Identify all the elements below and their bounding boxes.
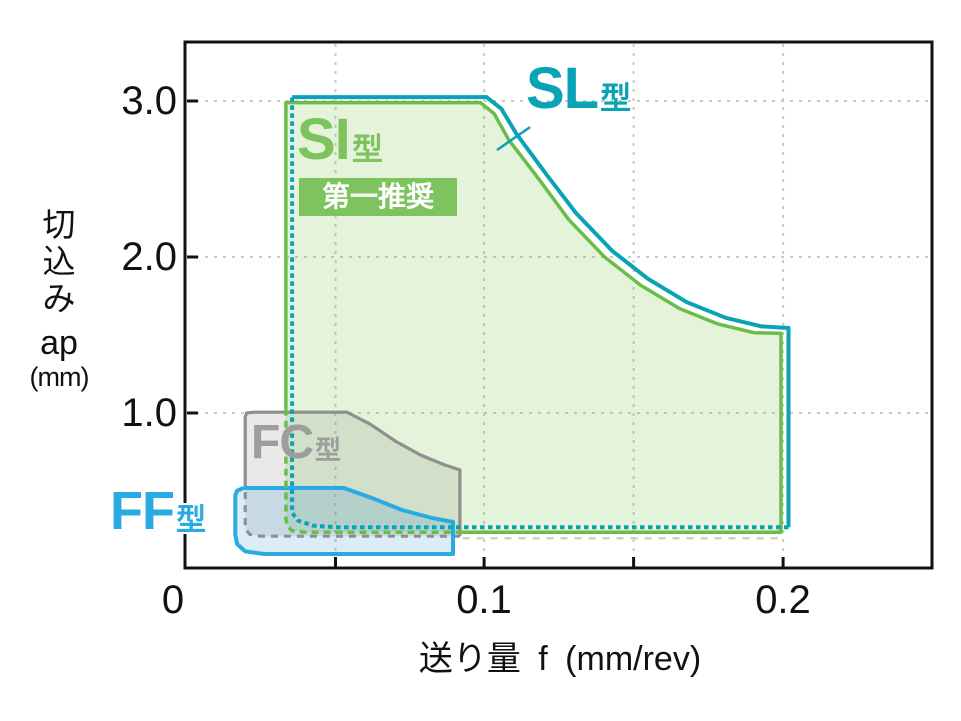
x-tick-label-0: 0 — [161, 578, 185, 622]
si-label-text: SI — [297, 107, 351, 172]
region-sl-border-dashed — [290, 97, 789, 530]
region-fc-border-solid — [243, 410, 462, 537]
y-tick-label-1: 1.0 — [121, 391, 177, 435]
sl-callout-line — [496, 126, 531, 152]
y-tick-label-2: 2.0 — [121, 235, 177, 279]
region-label-si: SI 型 — [297, 107, 383, 172]
y-axis-title: 切 込 み ap (mm) — [18, 206, 100, 392]
ff-label-text: FF — [110, 481, 175, 541]
first-recommendation-badge: 第一推奨 — [299, 178, 457, 216]
region-ff-border-solid — [233, 486, 455, 556]
x-tick-label-0-1: 0.1 — [456, 578, 512, 622]
ff-label-suffix: 型 — [175, 504, 206, 538]
sl-label-text: SL — [526, 56, 599, 121]
x-axis-title: 送り量 f (mm/rev) — [418, 640, 702, 678]
si-label-suffix: 型 — [351, 131, 383, 167]
y-tick-label-3: 3.0 — [121, 79, 177, 123]
region-si-border-dashed — [284, 409, 463, 535]
region-label-ff: FF 型 — [110, 481, 206, 541]
y-axis-title-char: 切 — [42, 206, 76, 243]
sl-label-suffix: 型 — [600, 80, 632, 116]
plot-border — [183, 40, 934, 570]
y-axis-symbol: ap — [40, 324, 78, 362]
y-axis-title-char: 込 — [42, 243, 76, 280]
region-fc-border-dashed — [243, 489, 460, 538]
x-tick-label-0-2: 0.2 — [755, 578, 811, 622]
fc-label-text: FC — [251, 416, 314, 469]
y-axis-unit: (mm) — [29, 362, 90, 392]
y-axis-title-char: み — [42, 280, 76, 317]
region-si-border-solid — [284, 100, 783, 535]
region-sl-border-solid — [292, 95, 791, 528]
region-label-fc: FC 型 — [251, 416, 341, 469]
region-fc-fill — [245, 412, 460, 537]
fc-label-suffix: 型 — [314, 435, 341, 466]
region-label-sl: SL 型 — [526, 56, 632, 121]
